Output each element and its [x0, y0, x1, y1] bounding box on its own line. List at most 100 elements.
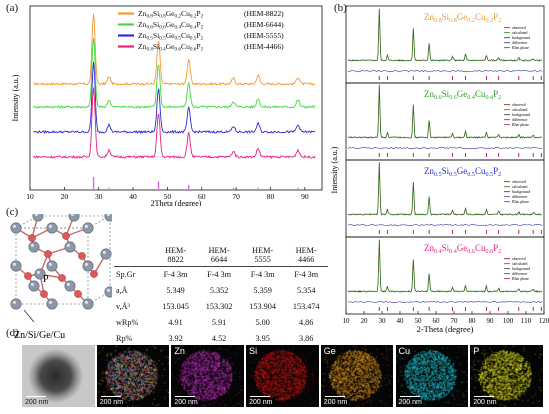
- panel-label-d: (d): [6, 327, 19, 339]
- atom-highlight: [66, 243, 70, 247]
- table-row: v,Å³ 153.045 153.302 153.904 153.474: [114, 299, 328, 315]
- eds-map: Si 200 nm: [246, 345, 319, 407]
- metal-atom: [28, 241, 40, 253]
- scale-bar-label: 200 nm: [99, 399, 124, 406]
- atom-highlight: [84, 262, 88, 266]
- metal-atom: [32, 214, 44, 222]
- xrd-series-line: [33, 87, 316, 160]
- x-tick-label: 90: [487, 317, 495, 325]
- table-cell: 153.302: [205, 302, 233, 312]
- fit-legend-label: calculated: [512, 31, 527, 35]
- fit-legend-label: observed: [512, 103, 526, 107]
- atom-highlight: [48, 300, 53, 304]
- fit-legend-label: difference: [512, 195, 528, 199]
- x-tick-label: 10: [26, 192, 34, 201]
- metal-atom: [82, 222, 94, 234]
- atom-highlight: [48, 224, 53, 228]
- observed-points: [347, 239, 542, 293]
- metal-atom: [28, 280, 40, 292]
- metal-atom: [82, 260, 94, 272]
- atom-highlight: [12, 300, 16, 304]
- legend-formula: Zn0.6​Si0.6​Ge0.4​Cu0.4​P2​: [138, 20, 204, 31]
- column-header: HEM- 5555: [252, 246, 274, 264]
- table-cell: F-4 3m: [250, 270, 275, 280]
- x-tick-label: 120: [539, 317, 549, 325]
- metal-atom: [46, 298, 58, 310]
- x-tick-label: 60: [433, 317, 441, 325]
- table-cell: 5.91: [211, 318, 227, 328]
- p-atom: [62, 232, 70, 240]
- metal-atom: [64, 280, 76, 292]
- subplot-formula: Zn0.4​Si0.4​Ge0.6​Cu0.6​P2​: [424, 243, 501, 255]
- xrd-chart: 10 20 30 40 50 60 70 80 90 2Theta (degree) Intensi…: [11, 5, 323, 206]
- table-cell: 5.354: [296, 286, 316, 296]
- x-tick-label: 100: [503, 317, 514, 325]
- x-tick-label: 40: [397, 317, 405, 325]
- atom-highlight: [106, 288, 110, 292]
- scale-bar-label: 200 nm: [323, 399, 348, 406]
- column-header: HEM- 6644: [208, 246, 230, 264]
- fit-legend-label: observed: [512, 180, 526, 184]
- metal-atom: [82, 298, 94, 310]
- structure-label: Zn/Si/Ge/Cu: [14, 330, 65, 341]
- xrd-series-line: [33, 61, 316, 135]
- column-header: HEM- 8822: [165, 246, 186, 264]
- fit-legend-label: background: [512, 113, 530, 117]
- x-tick-label: 90: [301, 192, 309, 201]
- row-header: Sp.Gr: [116, 270, 136, 280]
- p-atom: [74, 290, 82, 298]
- table-cell: 5.00: [255, 318, 270, 328]
- observed-points: [347, 162, 542, 216]
- difference-line: [347, 146, 543, 150]
- subplot-frame: [345, 236, 545, 315]
- atom-highlight: [30, 243, 34, 247]
- metal-atom: [100, 248, 112, 260]
- fit-legend-label: difference: [512, 41, 528, 45]
- table-cell: 5.349: [166, 286, 185, 296]
- legend-code: (HEM-5555): [244, 31, 284, 40]
- table-header-row: HEM- 8822 HEM- 6644 HEM- 5555 HEM- 4466: [114, 244, 328, 267]
- difference-line: [347, 223, 543, 227]
- p-atom: [44, 250, 52, 258]
- panel-label-b: (b): [334, 2, 347, 14]
- x-tick-label: 30: [379, 317, 387, 325]
- fit-legend-label: calculated: [512, 185, 527, 189]
- table-row: Sp.Gr F-4 3m F-4 3m F-4 3m F-4 3m: [114, 267, 328, 284]
- eds-signal-dots: [470, 345, 543, 407]
- table-cell: 5.352: [209, 286, 229, 296]
- fit-legend-label: background: [512, 36, 530, 40]
- row-header: v,Å³: [116, 302, 130, 312]
- scale-bar: [100, 396, 121, 397]
- element-label: Ge: [323, 346, 336, 356]
- scale-bar-label: 200 nm: [398, 399, 422, 406]
- legend-code: (HEM-4466): [244, 42, 284, 51]
- row-header: wRp%: [116, 318, 139, 328]
- xrd-series-line: [33, 37, 316, 109]
- panel-label-c: (c): [6, 206, 19, 218]
- p-atom-label: P: [43, 274, 49, 285]
- plot-frame: [29, 5, 323, 191]
- atom-highlight: [66, 282, 70, 286]
- table-cell: F-4 3m: [294, 270, 319, 280]
- atom-highlight: [84, 300, 88, 304]
- x-tick-label: 70: [451, 317, 459, 325]
- x-tick-label: 10: [343, 317, 351, 325]
- subplot-formula: Zn0.8​Si0.8​Ge0.2​Cu0.2​P2​: [424, 12, 501, 24]
- scale-bar: [474, 396, 495, 397]
- x-tick-label: 80: [267, 192, 275, 201]
- table-cell: 5.359: [253, 286, 272, 296]
- fit-legend-label: B3m phase: [512, 200, 529, 204]
- difference-line: [347, 69, 543, 73]
- observed-points: [347, 84, 542, 139]
- fit-legend-label: background: [512, 267, 530, 271]
- legend-code: (HEM-8822): [244, 9, 284, 18]
- table-cell: 3.92: [168, 334, 183, 344]
- element-label: Cu: [398, 346, 411, 356]
- metal-atom: [10, 298, 22, 310]
- metal-atom: [46, 260, 58, 272]
- row-header: a,Å: [116, 286, 128, 296]
- table-cell: 4.52: [211, 334, 227, 344]
- table-cell: 153.045: [162, 302, 189, 312]
- x-tick-label: 20: [61, 192, 69, 201]
- fit-legend-label: background: [512, 190, 530, 194]
